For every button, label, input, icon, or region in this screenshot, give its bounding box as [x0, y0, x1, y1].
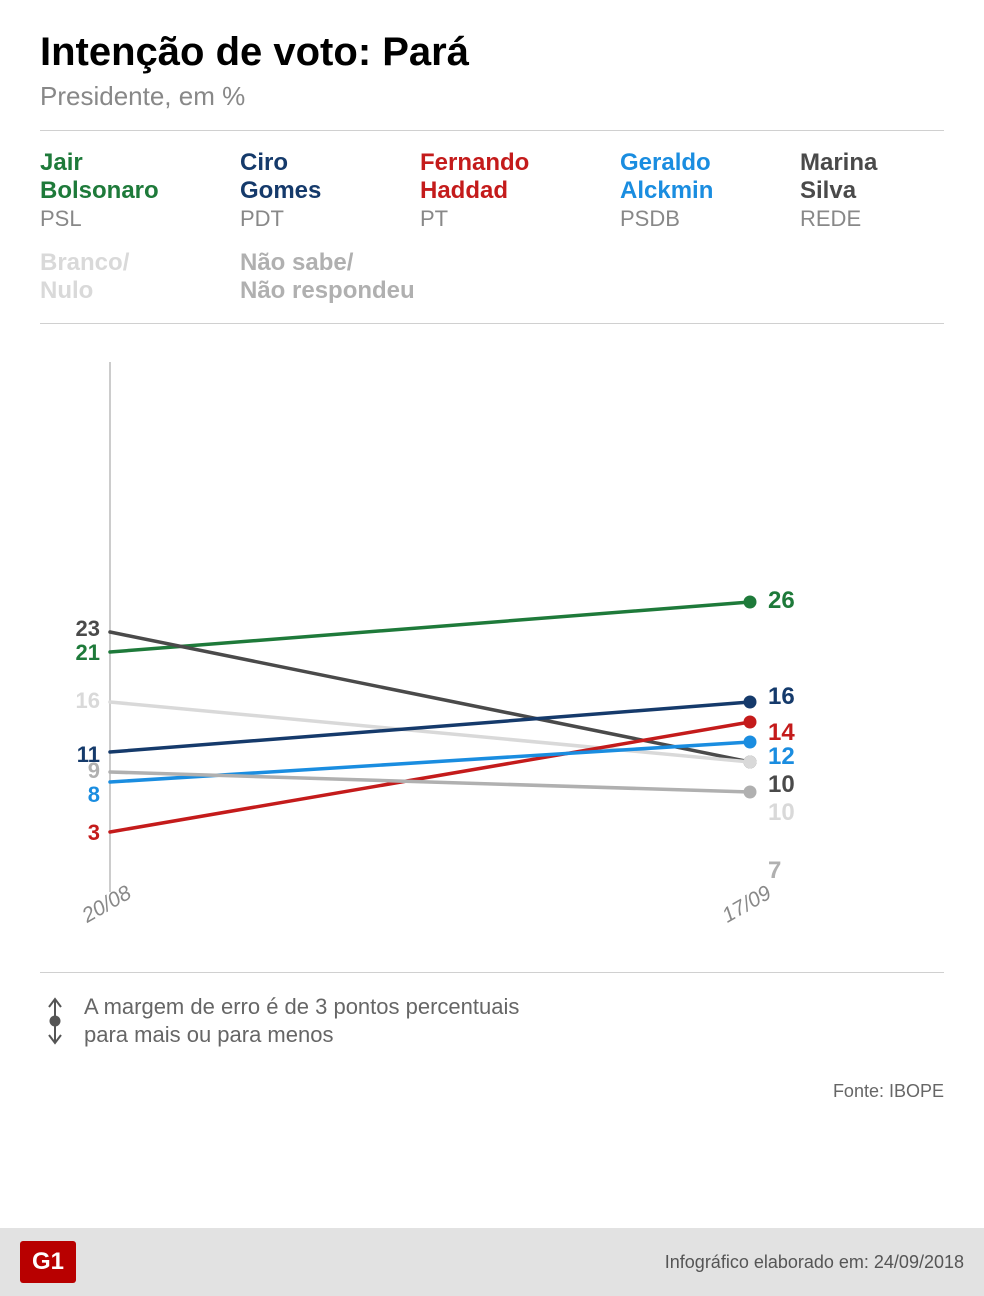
chart-subtitle: Presidente, em %	[40, 81, 944, 112]
legend-item: Branco/Nulo	[40, 249, 240, 304]
series-start-label: 8	[88, 782, 100, 807]
legend-name: Geraldo	[620, 149, 800, 177]
margin-error-icon	[40, 993, 70, 1049]
series-end-label: 10	[768, 799, 795, 826]
legend-item: GeraldoAlckminPSDB	[620, 149, 800, 231]
series-end-marker	[744, 695, 757, 708]
legend-party: PDT	[240, 206, 420, 231]
series-line	[110, 632, 750, 762]
series-end-marker	[744, 595, 757, 608]
legend-name: Marina	[800, 149, 940, 177]
margin-note: A margem de erro é de 3 pontos percentua…	[40, 972, 944, 1069]
series-start-label: 3	[88, 820, 100, 845]
footer-credit: Infográfico elaborado em: 24/09/2018	[665, 1252, 964, 1273]
series-end-marker	[744, 715, 757, 728]
legend-name: Não sabe/	[240, 249, 500, 277]
x-axis-label: 20/08	[77, 881, 135, 928]
series-start-label: 9	[88, 758, 100, 783]
legend-item: FernandoHaddadPT	[420, 149, 620, 231]
legend-area: JairBolsonaroPSLCiroGomesPDTFernandoHadd…	[40, 130, 944, 324]
series-end-label: 16	[768, 683, 795, 710]
series-end-label: 7	[768, 857, 781, 884]
series-end-label: 10	[768, 771, 795, 798]
legend-row-2: Branco/NuloNão sabe/Não respondeu	[40, 249, 944, 304]
series-end-label: 12	[768, 743, 795, 770]
series-line	[110, 602, 750, 652]
series-start-label: 16	[76, 688, 100, 713]
legend-name: Branco/	[40, 249, 240, 277]
series-start-label: 21	[76, 640, 100, 665]
series-end-marker	[744, 735, 757, 748]
legend-name: Nulo	[40, 277, 240, 305]
legend-party: REDE	[800, 206, 940, 231]
legend-name: Não respondeu	[240, 277, 500, 305]
series-end-marker	[744, 785, 757, 798]
legend-item: MarinaSilvaREDE	[800, 149, 940, 231]
series-end-label: 26	[768, 587, 795, 614]
legend-party: PSL	[40, 206, 240, 231]
x-axis-label: 17/09	[718, 881, 775, 927]
margin-note-text: A margem de erro é de 3 pontos percentua…	[84, 993, 519, 1048]
legend-item: JairBolsonaroPSL	[40, 149, 240, 231]
legend-item: Não sabe/Não respondeu	[240, 249, 500, 304]
legend-name: Haddad	[420, 177, 620, 205]
legend-party: PSDB	[620, 206, 800, 231]
legend-name: Bolsonaro	[40, 177, 240, 205]
source-label: Fonte: IBOPE	[40, 1069, 944, 1114]
footer-bar: G1 Infográfico elaborado em: 24/09/2018	[0, 1228, 984, 1296]
legend-party: PT	[420, 206, 620, 231]
legend-name: Alckmin	[620, 177, 800, 205]
series-end-label: 14	[768, 719, 795, 746]
g1-logo: G1	[20, 1241, 76, 1283]
legend-name: Ciro	[240, 149, 420, 177]
legend-name: Fernando	[420, 149, 620, 177]
series-line	[110, 772, 750, 792]
legend-row-1: JairBolsonaroPSLCiroGomesPDTFernandoHadd…	[40, 149, 944, 231]
legend-name: Silva	[800, 177, 940, 205]
legend-item: CiroGomesPDT	[240, 149, 420, 231]
chart-title: Intenção de voto: Pará	[40, 30, 944, 75]
series-end-marker	[744, 755, 757, 768]
legend-name: Jair	[40, 149, 240, 177]
series-start-label: 23	[76, 616, 100, 641]
legend-name: Gomes	[240, 177, 420, 205]
line-chart: 21262310161011163148129720/0817/09	[40, 352, 944, 972]
